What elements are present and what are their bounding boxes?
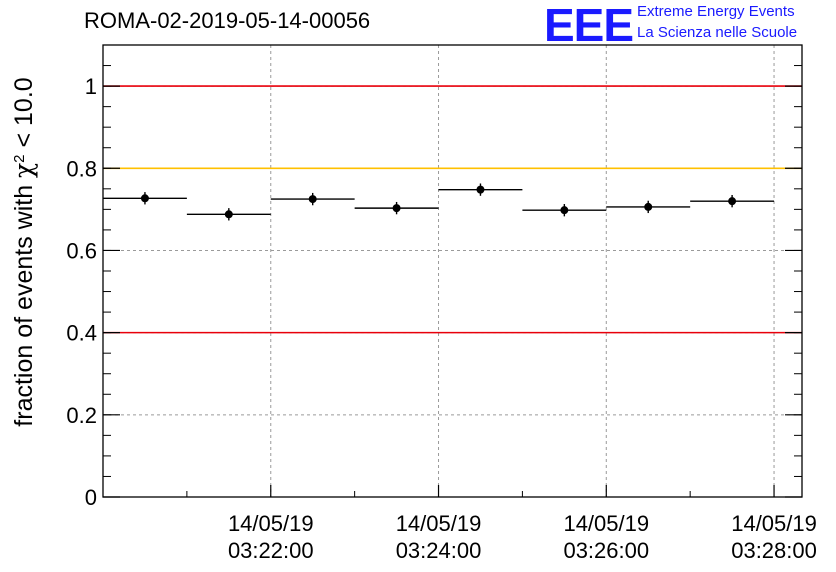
data-point (728, 197, 737, 206)
grid-layer (103, 45, 802, 498)
eee-logo-mark: EEE (544, 0, 634, 51)
x-tick-time-label: 03:24:00 (396, 538, 482, 563)
data-point (308, 195, 317, 204)
logo-text-line1: Extreme Energy Events (637, 3, 795, 20)
y-tick-label: 1 (85, 74, 97, 99)
x-tick-date-label: 14/05/19 (396, 511, 482, 536)
data-point (560, 206, 569, 215)
x-tick-time-label: 03:22:00 (228, 538, 314, 563)
y-tick-label: 0.8 (66, 156, 97, 181)
y-tick-label: 0.4 (66, 321, 97, 346)
chart-title: ROMA-02-2019-05-14-00056 (84, 8, 371, 33)
data-point (392, 204, 401, 213)
data-point (140, 194, 149, 203)
data-point (476, 185, 485, 194)
data-layer (103, 183, 775, 221)
plot-frame (102, 44, 803, 498)
y-axis-label: fraction of events with χ2 < 10.0 (9, 77, 38, 426)
x-tick-time-label: 03:26:00 (563, 538, 649, 563)
reference-lines-layer (103, 85, 802, 334)
x-tick-date-label: 14/05/19 (563, 511, 649, 536)
data-point (224, 210, 233, 219)
axis-layer: 00.20.40.60.8114/05/1903:22:0014/05/1903… (66, 44, 817, 563)
x-tick-date-label: 14/05/19 (228, 511, 314, 536)
x-tick-time-label: 03:28:00 (731, 538, 817, 563)
logo-text-line2: La Scienza nelle Scuole (637, 24, 798, 41)
data-point (644, 202, 653, 211)
y-tick-label: 0.2 (66, 403, 97, 428)
y-tick-label: 0 (85, 485, 97, 510)
y-tick-label: 0.6 (66, 238, 97, 263)
x-tick-date-label: 14/05/19 (731, 511, 817, 536)
